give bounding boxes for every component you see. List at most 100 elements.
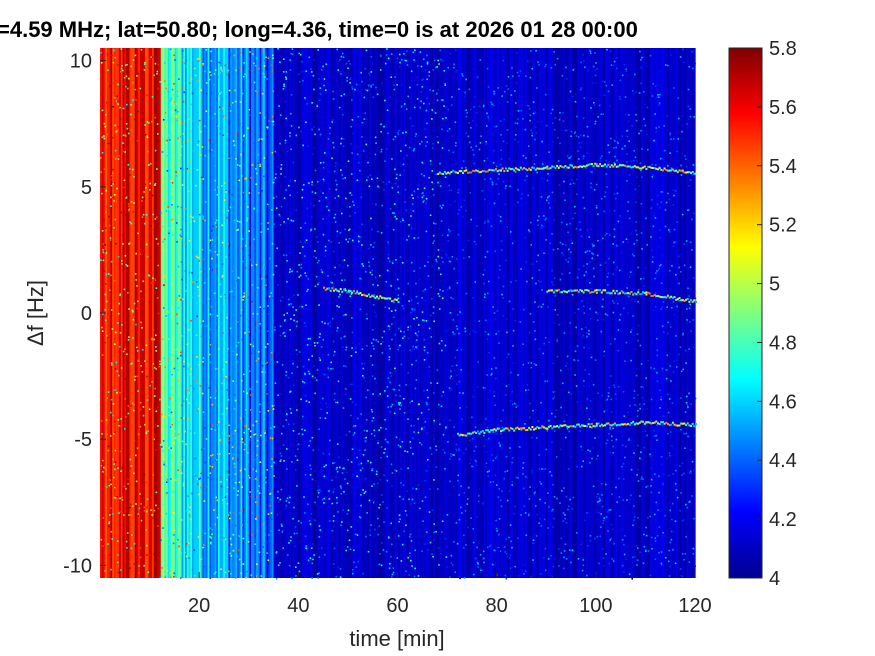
heatmap-speckle (159, 211, 162, 214)
heatmap-speckle (662, 275, 665, 277)
heatmap-speckle (243, 448, 246, 451)
heatmap-speckle (559, 278, 562, 281)
heatmap-speckle (328, 188, 331, 190)
heatmap-speckle (249, 51, 251, 53)
heatmap-speckle (275, 265, 278, 267)
heatmap-column (544, 48, 547, 578)
heatmap-speckle (666, 332, 669, 335)
heatmap-speckle (506, 521, 509, 524)
heatmap-speckle (129, 567, 131, 569)
heatmap-speckle (242, 537, 245, 540)
heatmap-speckle (290, 212, 292, 215)
heatmap-speckle (560, 406, 562, 409)
heatmap-speckle (493, 391, 495, 393)
heatmap-speckle (400, 482, 402, 484)
heatmap-speckle (380, 232, 383, 234)
heatmap-speckle (666, 457, 669, 459)
heatmap-speckle (116, 342, 119, 344)
heatmap-speckle (205, 92, 208, 95)
heatmap-speckle (564, 514, 566, 516)
heatmap-speckle (323, 502, 325, 504)
heatmap-speckle (590, 98, 593, 100)
heatmap-speckle (352, 450, 355, 452)
heatmap-speckle (280, 523, 283, 526)
heatmap-speckle (318, 304, 320, 306)
heatmap-speckle (632, 90, 634, 92)
heatmap-speckle (322, 397, 324, 400)
heatmap-speckle (381, 82, 383, 84)
heatmap-speckle (499, 215, 502, 218)
heatmap-speckle (688, 435, 690, 438)
heatmap-speckle (670, 326, 672, 328)
heatmap-speckle (429, 541, 432, 544)
heatmap-speckle (476, 386, 479, 388)
heatmap-speckle (319, 490, 322, 492)
heatmap-speckle (686, 506, 689, 509)
heatmap-speckle (176, 357, 179, 360)
heatmap-speckle (221, 274, 224, 277)
heatmap-speckle (290, 318, 292, 320)
heatmap-speckle (292, 430, 295, 432)
heatmap-column (320, 48, 323, 578)
heatmap-speckle (189, 430, 192, 432)
heatmap-speckle (222, 209, 225, 212)
heatmap-speckle (517, 118, 519, 120)
heatmap-column (459, 48, 462, 578)
heatmap-speckle (370, 433, 373, 435)
heatmap-speckle (332, 489, 335, 492)
heatmap-speckle (689, 471, 691, 474)
heatmap-speckle (309, 337, 311, 340)
heatmap-speckle (365, 419, 368, 421)
heatmap-speckle (350, 194, 353, 196)
heatmap-speckle (433, 539, 435, 541)
heatmap-speckle (127, 483, 129, 485)
heatmap-speckle (438, 308, 441, 310)
heatmap-speckle (395, 177, 398, 179)
heatmap-column (223, 48, 226, 578)
heatmap-speckle (660, 563, 663, 566)
heatmap-speckle (353, 204, 355, 207)
heatmap-speckle (532, 321, 535, 323)
heatmap-speckle (170, 447, 172, 449)
heatmap-speckle (261, 50, 263, 52)
heatmap-speckle (502, 314, 504, 317)
heatmap-speckle (618, 83, 621, 86)
heatmap-speckle (459, 339, 461, 342)
heatmap-speckle (129, 221, 131, 223)
heatmap-speckle (196, 111, 199, 114)
heatmap-speckle (132, 310, 134, 313)
heatmap-speckle (204, 427, 206, 429)
heatmap-speckle (474, 331, 477, 333)
heatmap-speckle (455, 333, 457, 335)
heatmap-speckle (108, 521, 111, 523)
heatmap-column (414, 48, 417, 578)
heatmap-speckle (484, 418, 487, 420)
heatmap-speckle (247, 460, 249, 463)
heatmap-speckle (382, 181, 385, 183)
heatmap-speckle (114, 331, 117, 334)
heatmap-speckle (387, 325, 390, 327)
heatmap-speckle (186, 343, 188, 345)
heatmap-speckle (260, 575, 262, 577)
heatmap-speckle (356, 534, 359, 536)
heatmap-speckle (349, 295, 352, 298)
heatmap-speckle (141, 349, 144, 351)
heatmap-speckle (452, 319, 455, 321)
heatmap-speckle (477, 217, 479, 219)
heatmap-speckle (439, 288, 441, 291)
heatmap-speckle (102, 517, 105, 519)
heatmap-speckle (568, 272, 571, 274)
heatmap-speckle (650, 111, 653, 113)
heatmap-speckle (441, 147, 444, 149)
heatmap-speckle (302, 184, 305, 186)
heatmap-speckle (571, 122, 573, 125)
heatmap-speckle (377, 482, 379, 485)
heatmap-speckle (257, 357, 260, 360)
heatmap-speckle (647, 148, 649, 151)
heatmap-speckle (241, 438, 243, 440)
heatmap-speckle (531, 575, 533, 578)
heatmap-speckle (172, 355, 174, 357)
heatmap-speckle (681, 213, 684, 216)
heatmap-speckle (112, 156, 115, 159)
heatmap-speckle (476, 464, 478, 467)
